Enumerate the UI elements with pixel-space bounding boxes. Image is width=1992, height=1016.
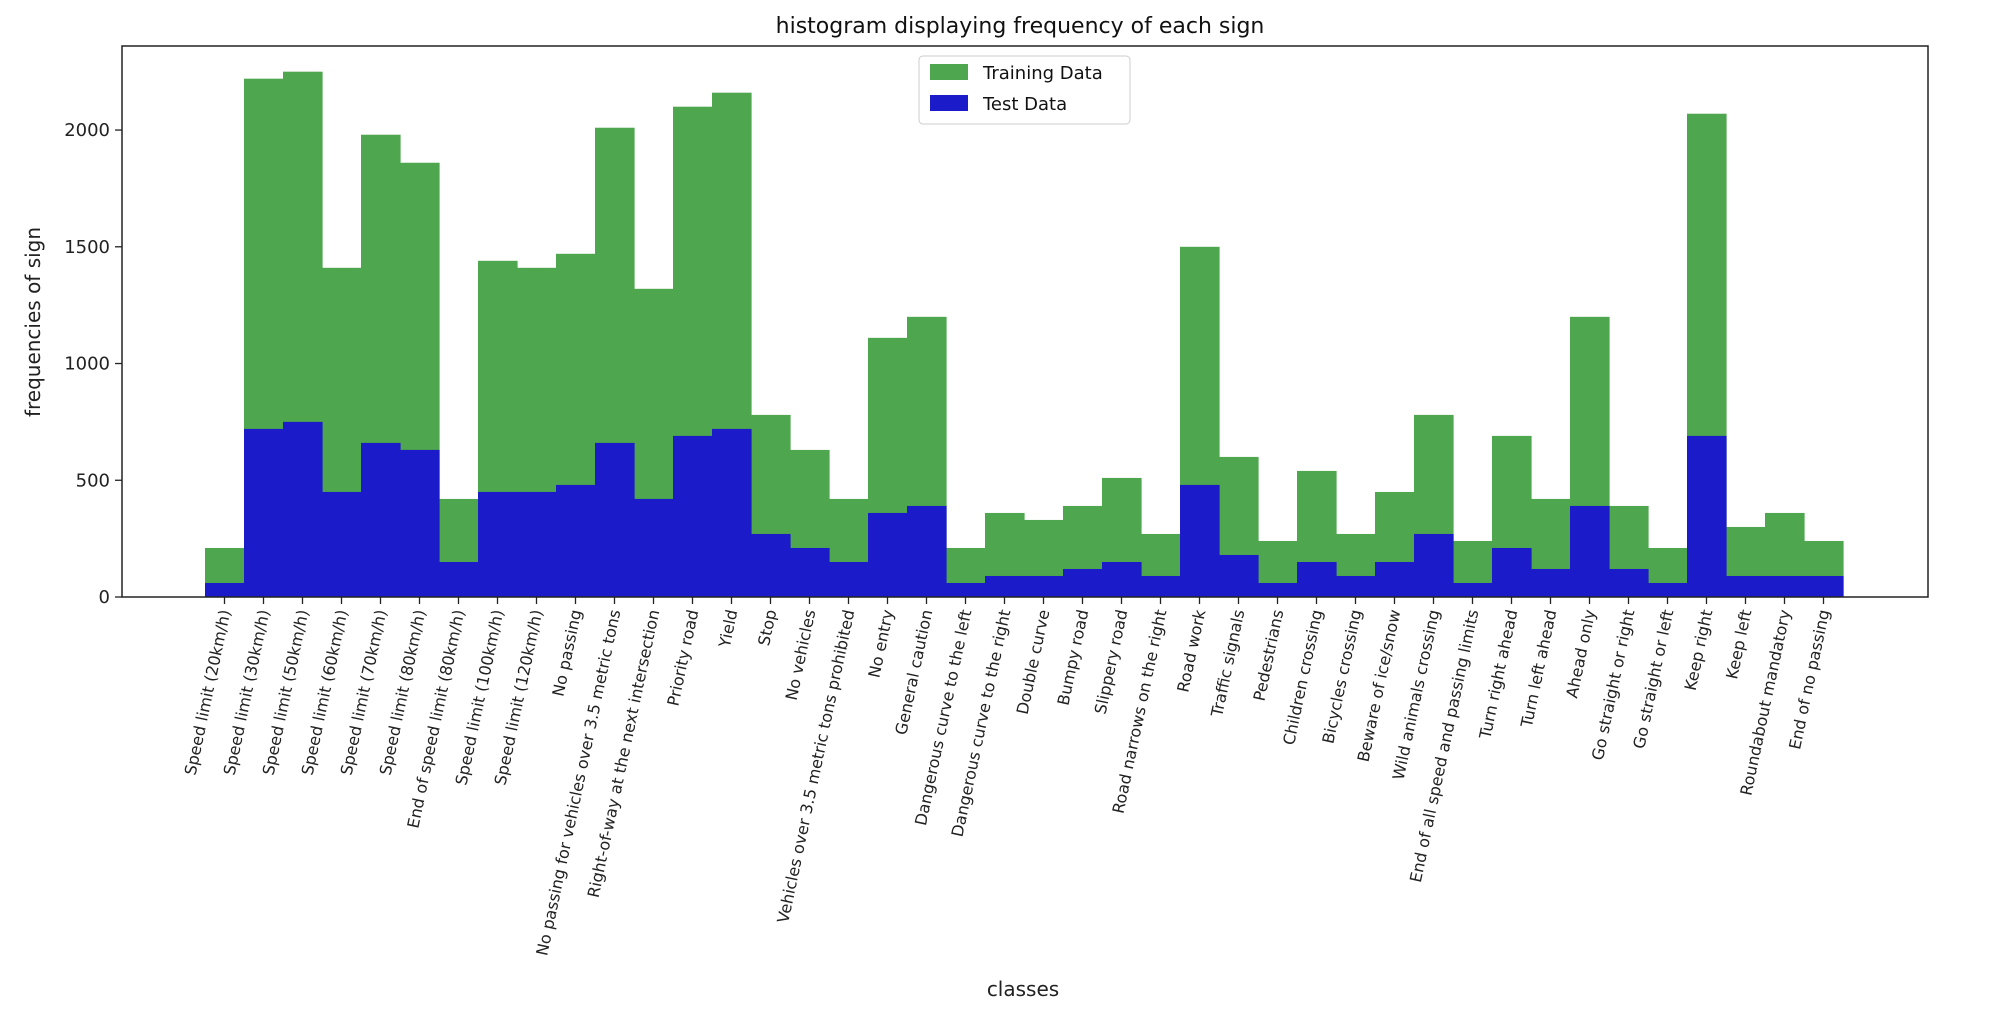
- x-tick-label: Keep right: [1681, 608, 1717, 692]
- y-tick-label: 1000: [64, 354, 110, 375]
- x-tick-label: Keep left: [1722, 608, 1755, 681]
- x-axis-label: classes: [987, 977, 1059, 1001]
- y-axis-ticks: 0 500 1000 1500 2000: [64, 120, 122, 608]
- test-bar: [1453, 582, 1493, 597]
- test-bar: [1570, 505, 1610, 597]
- test-bar: [1609, 568, 1649, 597]
- x-tick-label: Turn left ahead: [1517, 608, 1561, 730]
- legend-label-training: Training Data: [982, 63, 1103, 84]
- x-tick-label: Turn right ahead: [1475, 608, 1521, 741]
- test-bar: [439, 561, 479, 597]
- x-tick-label: Priority road: [663, 608, 702, 708]
- chart-title: histogram displaying frequency of each s…: [776, 14, 1265, 39]
- test-bar: [1492, 547, 1532, 597]
- test-bar: [985, 575, 1025, 597]
- test-bar: [1063, 568, 1103, 597]
- test-bar: [712, 428, 752, 597]
- test-bar: [595, 442, 635, 597]
- legend-label-test: Test Data: [982, 94, 1067, 115]
- x-tick-label: Vehicles over 3.5 metric tons prohibited: [773, 608, 858, 925]
- x-tick-label: Road work: [1173, 607, 1209, 694]
- legend: Training Data Test Data: [918, 55, 1131, 125]
- x-tick-label: Bumpy road: [1054, 608, 1093, 707]
- plot-frame: [121, 45, 1929, 598]
- legend-swatch-test: [930, 95, 968, 111]
- x-tick-label: Pedestrians: [1250, 608, 1288, 703]
- test-bar: [1804, 575, 1844, 597]
- test-bar: [868, 512, 908, 597]
- test-bar: [1648, 582, 1688, 597]
- x-tick-label: Double curve: [1013, 608, 1054, 716]
- test-bars: [205, 421, 1844, 597]
- x-tick-label: Yield: [715, 608, 742, 650]
- test-bar: [829, 561, 869, 597]
- test-bar: [1297, 561, 1337, 597]
- test-bar: [1726, 575, 1766, 597]
- test-bar: [1141, 575, 1181, 597]
- x-tick-label: Stop: [754, 608, 780, 648]
- x-tick-label: Bicycles crossing: [1318, 608, 1365, 745]
- test-bar: [790, 547, 830, 597]
- test-bar: [1180, 484, 1220, 597]
- x-tick-label: Ahead only: [1562, 608, 1599, 700]
- x-tick-label: Slippery road: [1091, 608, 1132, 716]
- test-bar: [322, 491, 362, 597]
- test-bar: [283, 421, 323, 597]
- y-tick-label: 1500: [64, 237, 110, 258]
- test-bar: [1531, 568, 1571, 597]
- y-tick-label: 500: [76, 470, 110, 491]
- test-bar: [1375, 561, 1415, 597]
- test-bar: [400, 449, 440, 597]
- test-bar: [1102, 561, 1142, 597]
- test-bar: [517, 491, 557, 597]
- test-bar: [1336, 575, 1376, 597]
- x-tick-label: No vehicles: [782, 608, 820, 702]
- test-bar: [478, 491, 518, 597]
- test-bar: [1258, 582, 1298, 597]
- test-bar: [1765, 575, 1805, 597]
- test-bar: [907, 505, 947, 597]
- test-bar: [1024, 575, 1064, 597]
- test-bar: [1687, 435, 1727, 597]
- x-tick-label: No passing: [548, 608, 585, 698]
- test-bar: [751, 533, 791, 597]
- x-tick-label: End of no passing: [1785, 608, 1833, 751]
- x-tick-label: No entry: [864, 608, 897, 680]
- test-bar: [946, 582, 986, 597]
- test-bar: [634, 498, 674, 597]
- x-tick-label: Go straight or left: [1629, 608, 1677, 751]
- legend-box: [918, 55, 1131, 125]
- legend-swatch-training: [930, 64, 968, 80]
- y-tick-label: 0: [99, 587, 110, 608]
- test-bar: [673, 435, 713, 597]
- x-axis-ticks: Speed limit (20km/h)Speed limit (30km/h)…: [181, 597, 1833, 957]
- test-bar: [205, 582, 245, 597]
- x-tick-label: Children crossing: [1279, 608, 1326, 747]
- x-tick-label: Traffic signals: [1207, 608, 1248, 719]
- y-tick-label: 2000: [64, 120, 110, 141]
- test-bar: [244, 428, 284, 597]
- y-axis-label: frequencies of sign: [21, 227, 45, 417]
- test-bar: [361, 442, 401, 597]
- test-bar: [1414, 533, 1454, 597]
- x-tick-label: General caution: [891, 608, 936, 737]
- test-bar: [1219, 554, 1259, 597]
- test-bar: [556, 484, 596, 597]
